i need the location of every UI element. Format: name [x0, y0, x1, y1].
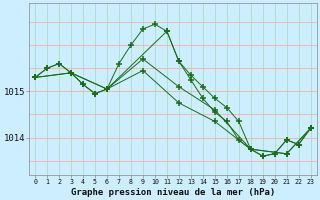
X-axis label: Graphe pression niveau de la mer (hPa): Graphe pression niveau de la mer (hPa) [71, 188, 275, 197]
